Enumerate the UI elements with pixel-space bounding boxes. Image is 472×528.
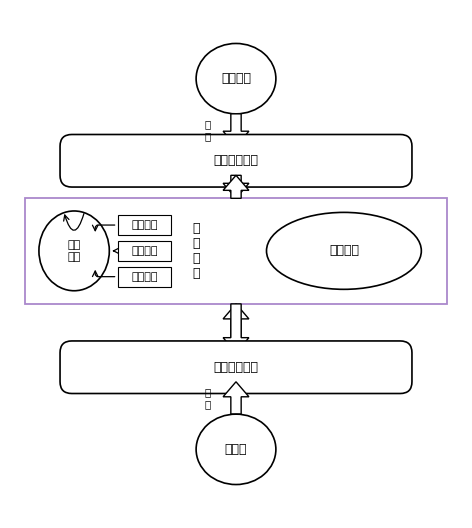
Bar xyxy=(118,215,171,235)
FancyArrow shape xyxy=(223,175,249,199)
FancyArrow shape xyxy=(223,175,249,199)
Text: 调
用: 调 用 xyxy=(205,387,211,409)
FancyArrow shape xyxy=(223,114,249,146)
Text: 服务定位: 服务定位 xyxy=(131,272,158,281)
Text: 变电站: 变电站 xyxy=(225,443,247,456)
Bar xyxy=(118,241,171,261)
FancyArrow shape xyxy=(223,304,249,353)
Ellipse shape xyxy=(267,212,421,289)
FancyArrow shape xyxy=(223,304,249,353)
Text: 服务提供接口: 服务提供接口 xyxy=(213,361,259,374)
Ellipse shape xyxy=(196,43,276,114)
Text: 服
务
总
线: 服 务 总 线 xyxy=(193,222,200,280)
Ellipse shape xyxy=(196,414,276,485)
Text: 调度中心: 调度中心 xyxy=(221,72,251,85)
Bar xyxy=(25,199,447,304)
Text: 服务监视: 服务监视 xyxy=(131,246,158,256)
Text: 调
用: 调 用 xyxy=(205,119,211,141)
Text: 服务请求接口: 服务请求接口 xyxy=(213,154,259,167)
Text: 服务注册: 服务注册 xyxy=(131,220,158,230)
FancyBboxPatch shape xyxy=(60,341,412,393)
Text: 服务代理: 服务代理 xyxy=(329,244,359,257)
FancyBboxPatch shape xyxy=(60,135,412,187)
Text: 服务
管理: 服务 管理 xyxy=(67,240,81,262)
FancyArrow shape xyxy=(223,382,249,414)
Ellipse shape xyxy=(39,211,110,291)
Bar xyxy=(118,267,171,287)
